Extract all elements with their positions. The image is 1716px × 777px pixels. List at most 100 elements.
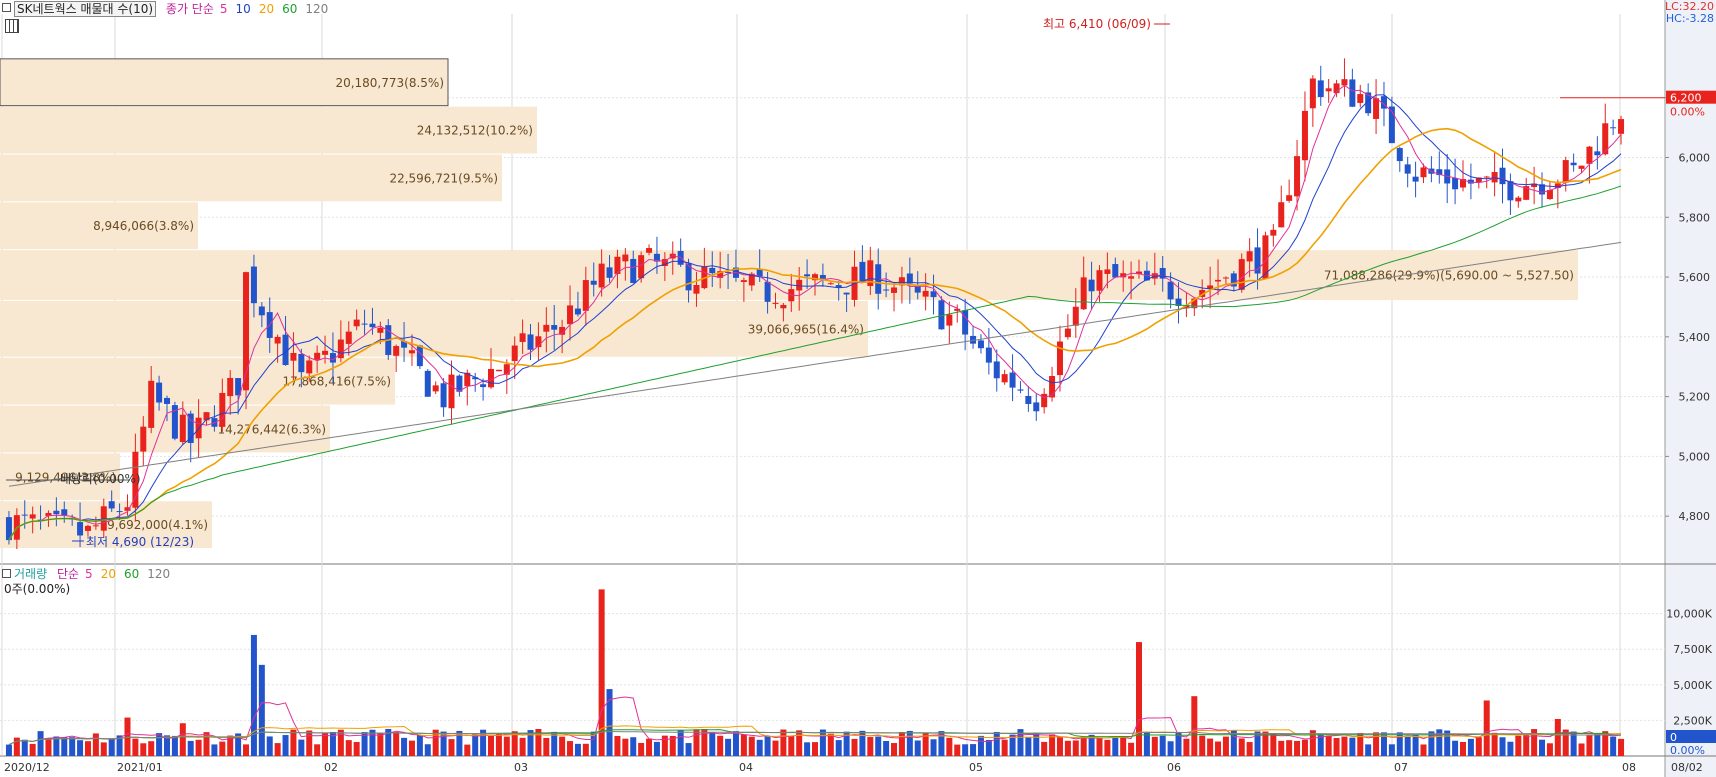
candle-body [1056,341,1063,376]
volume-bar [804,742,811,756]
candle-body [243,272,250,391]
candle-body [685,263,692,291]
candle-body [1001,374,1008,383]
candle-body [1578,165,1585,169]
volume-bar [1033,732,1040,756]
y-tick-label: 5,000 [1679,450,1711,463]
volume-bar [835,740,842,756]
candle-body [1365,92,1372,114]
candle-body [946,314,953,326]
volume-bar [653,741,660,756]
candle-body [638,255,645,279]
candle-body [630,258,637,283]
volume-bar [1546,743,1553,756]
volume-bar [954,744,961,756]
chart-title[interactable]: SK네트웍스 매물대 수(10) [14,1,157,17]
volume-bar [519,737,526,756]
volume-profile-label: 17,868,416(7.5%) [282,375,391,389]
volume-bar [819,729,826,756]
volume-ma-periods: 5 20 60 120 [85,567,178,581]
candle-body [1325,88,1332,92]
volume-bar [1349,737,1356,756]
volume-bar [669,735,676,756]
candle-body [432,385,439,392]
candle-body [740,280,747,282]
volume-title: 거래량 [14,567,48,581]
table-icon[interactable] [5,19,19,33]
volume-bar [211,744,218,756]
volume-bar [780,729,787,756]
volume-bar [1515,735,1522,756]
volume-bar [361,732,368,756]
candle-body [92,525,99,527]
candle-body [337,339,344,359]
volume-bar [116,735,123,756]
ma-period-120: 120 [305,2,329,16]
candle-body [369,323,376,328]
x-tick-label: 04 [739,761,753,774]
volume-bar [748,736,755,756]
volume-tick-label: 5,000K [1673,679,1712,692]
volume-bar [567,741,574,756]
volume-bar [1286,740,1293,756]
candle-body [203,412,210,421]
volume-bar [282,735,289,756]
candle-body [132,451,139,508]
volume-bar [416,734,423,756]
volume-bar [1309,730,1316,756]
volume-bar [1325,735,1332,756]
volume-bar [867,737,874,756]
menu-square-icon[interactable] [2,569,11,578]
menu-square-icon[interactable] [2,3,11,12]
volume-bar [646,738,653,756]
candle-body [796,279,803,291]
candle-body [748,273,755,286]
candle-body [1404,164,1411,174]
volume-bar [274,743,281,756]
volume-ma-period-120: 120 [147,567,171,581]
candle-body [1120,273,1127,278]
y-tick-label: 5,600 [1679,271,1711,284]
volume-bar [1183,738,1190,756]
candle-body [1238,259,1245,290]
candle-body [1333,83,1340,94]
volume-bar [243,744,250,756]
candle-body [535,336,542,348]
x-tick-label: 07 [1394,761,1408,774]
candle-body [235,378,242,396]
candle-body [298,353,305,373]
ma-line-120 [8,241,1622,487]
volume-bar [1246,742,1253,756]
volume-bar [851,738,858,756]
candle-body [1618,119,1625,134]
candle-body [1602,123,1609,155]
candle-body [1317,80,1324,98]
ma-line-10 [8,94,1622,541]
volume-profile-bar [0,58,449,107]
candles [5,58,1625,550]
candle-body [424,370,431,397]
candle-body [116,511,123,513]
candle-body [45,512,52,517]
lc-value: LC:32.20 [1664,0,1714,13]
dividend-annotation: 배당락(0.00%) [60,472,141,486]
volume-bar [100,742,107,756]
candle-body [606,267,613,278]
price-legend: SK네트웍스 매물대 수(10) 종가 단순 5 10 20 60 120 [2,0,342,17]
volume-bar [922,732,929,756]
volume-bar [1222,736,1229,756]
volume-bar [179,723,186,756]
candle-body [1128,276,1135,279]
volume-bar [930,739,937,756]
volume-bar [432,729,439,756]
volume-bar [1610,736,1617,756]
volume-profile-label: 71,088,286(29.9%)(5,690.00 ~ 5,527.50) [1324,269,1574,283]
volume-bar [1562,729,1569,756]
volume-bar [353,741,360,756]
right-axis-panel [1665,0,1716,777]
candle-body [962,310,969,335]
volume-bar [92,733,99,756]
ma-line-60 [8,185,1622,541]
x-tick-label: 06 [1167,761,1181,774]
